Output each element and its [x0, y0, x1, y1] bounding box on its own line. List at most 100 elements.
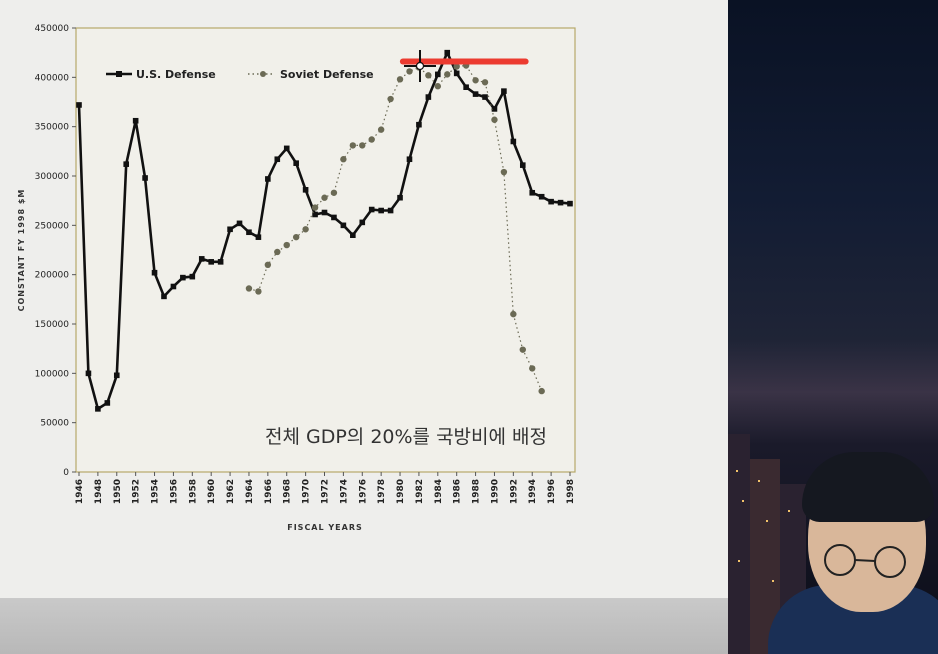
us-data-point [104, 400, 111, 406]
soviet-data-point [472, 77, 479, 84]
city-light [742, 500, 744, 502]
y-tick-label: 0 [63, 468, 69, 478]
soviet-data-point [330, 189, 338, 196]
soviet-data-point [368, 136, 375, 143]
x-axis-ticks: 1946 1948 1950 1952 1954 1956 1958 1960 1962 1964… [75, 472, 576, 504]
us-data-point [567, 200, 573, 207]
x-tick-label: 1956 [169, 479, 179, 504]
presentation-slide: 0 50000 100000 150000 200000 250000 300000 3500… [0, 0, 728, 598]
soviet-data-point [377, 126, 385, 133]
soviet-data-point [349, 142, 357, 149]
x-tick-label: 1946 [75, 479, 85, 504]
us-data-point [406, 156, 413, 163]
us-data-point [331, 214, 337, 221]
x-tick-label: 1996 [547, 479, 557, 504]
presenter-hair [802, 452, 934, 522]
soviet-data-point [359, 142, 366, 149]
y-tick-label: 350000 [35, 123, 70, 133]
soviet-data-point [292, 233, 300, 241]
us-data-point [246, 229, 252, 236]
soviet-data-point [491, 116, 498, 123]
us-data-point [189, 273, 196, 280]
legend-label-us: U.S. Defense [136, 68, 216, 81]
soviet-data-point [245, 285, 253, 292]
x-tick-label: 1990 [490, 479, 500, 504]
x-tick-label: 1980 [396, 479, 406, 504]
y-tick-label: 300000 [35, 172, 70, 182]
legend: U.S. Defense Soviet Defense [106, 68, 374, 81]
city-light [766, 520, 768, 522]
presenter-webcam [728, 0, 938, 654]
us-data-point [482, 94, 488, 100]
us-data-point [387, 207, 394, 214]
us-data-point [538, 193, 545, 200]
soviet-data-point [510, 310, 517, 318]
x-tick-label: 1952 [132, 479, 142, 504]
x-tick-label: 1968 [283, 479, 293, 504]
x-tick-label: 1962 [226, 479, 236, 504]
crosshair-cursor-icon [404, 50, 436, 82]
soviet-data-point [302, 226, 309, 233]
soviet-data-point [538, 387, 545, 395]
x-tick-label: 1966 [264, 479, 274, 504]
y-tick-label: 450000 [35, 24, 70, 34]
city-light [758, 480, 760, 482]
us-data-point [501, 88, 507, 94]
x-tick-label: 1994 [528, 479, 538, 504]
x-tick-label: 1992 [509, 479, 519, 504]
soviet-data-point [529, 365, 536, 372]
soviet-data-point [425, 72, 432, 79]
us-data-point [265, 176, 271, 182]
soviet-data-point [453, 63, 460, 70]
y-tick-label: 50000 [40, 419, 69, 429]
city-light [772, 580, 774, 582]
soviet-data-point [387, 95, 394, 103]
y-tick-label: 100000 [35, 369, 70, 379]
us-data-point [255, 234, 262, 240]
us-data-point [359, 219, 366, 226]
glasses-icon [824, 544, 906, 578]
soviet-data-point [444, 71, 451, 78]
slide-bottom-bar [0, 598, 728, 654]
us-data-point [444, 49, 451, 56]
us-data-point [453, 70, 460, 77]
soviet-data-point [274, 248, 281, 256]
x-tick-label: 1982 [415, 479, 425, 504]
legend-marker-soviet [260, 71, 266, 77]
city-building [728, 434, 750, 654]
soviet-data-point [434, 83, 442, 90]
x-tick-label: 1970 [302, 479, 312, 504]
legend-marker-us [116, 71, 122, 77]
x-tick-label: 1998 [566, 479, 576, 504]
x-tick-label: 1984 [434, 479, 444, 504]
us-data-point [170, 283, 177, 290]
city-light [738, 560, 740, 562]
us-data-point [123, 161, 130, 167]
us-data-point [227, 226, 233, 233]
us-data-point [208, 259, 214, 265]
us-data-point [198, 256, 205, 262]
us-data-point [161, 293, 167, 300]
x-tick-label: 1972 [321, 479, 331, 504]
us-data-point [350, 232, 356, 238]
us-data-point [283, 145, 290, 152]
us-data-point [236, 220, 243, 227]
us-data-point [95, 406, 101, 412]
us-data-point [142, 175, 148, 181]
plot-area [75, 27, 576, 473]
us-data-point [132, 117, 139, 124]
x-tick-label: 1948 [94, 479, 104, 504]
x-tick-label: 1986 [453, 479, 463, 504]
y-tick-label: 200000 [35, 271, 70, 281]
y-axis-label: CONSTANT FY 1998 $M [17, 189, 26, 312]
us-data-point [76, 102, 82, 108]
soviet-data-point [321, 194, 328, 201]
y-tick-label: 400000 [35, 73, 70, 83]
us-data-point [435, 71, 441, 78]
us-data-point [397, 194, 403, 201]
y-tick-label: 250000 [35, 221, 70, 231]
x-tick-label: 1958 [188, 479, 198, 504]
soviet-data-point [255, 288, 262, 295]
us-data-point [463, 84, 469, 90]
us-data-point [472, 91, 479, 97]
